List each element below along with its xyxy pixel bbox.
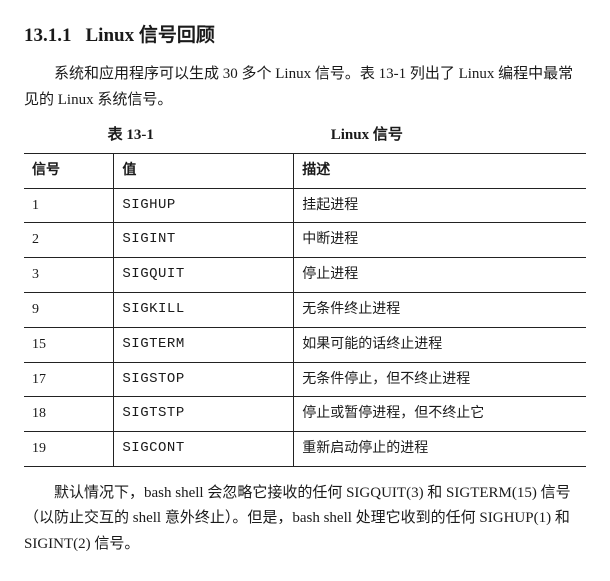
table-row: 17SIGSTOP无条件停止，但不终止进程 bbox=[24, 362, 586, 397]
signals-table: 信号 值 描述 1SIGHUP挂起进程2SIGINT中断进程3SIGQUIT停止… bbox=[24, 153, 586, 467]
section-heading: 13.1.1 Linux 信号回顾 bbox=[24, 20, 586, 52]
table-caption: 表 13-1 Linux 信号 bbox=[24, 123, 586, 149]
cell-signal: 1 bbox=[24, 188, 114, 223]
cell-desc: 停止进程 bbox=[294, 258, 586, 293]
table-header-row: 信号 值 描述 bbox=[24, 153, 586, 188]
cell-desc: 挂起进程 bbox=[294, 188, 586, 223]
table-row: 18SIGTSTP停止或暂停进程，但不终止它 bbox=[24, 397, 586, 432]
table-row: 15SIGTERM如果可能的话终止进程 bbox=[24, 327, 586, 362]
cell-signal: 19 bbox=[24, 432, 114, 467]
section-title: Linux 信号回顾 bbox=[86, 25, 215, 46]
cell-value: SIGCONT bbox=[114, 432, 294, 467]
cell-desc: 如果可能的话终止进程 bbox=[294, 327, 586, 362]
cell-value: SIGTSTP bbox=[114, 397, 294, 432]
table-caption-title: Linux 信号 bbox=[238, 123, 497, 149]
section-number: 13.1.1 bbox=[24, 25, 72, 46]
cell-desc: 无条件停止，但不终止进程 bbox=[294, 362, 586, 397]
cell-signal: 3 bbox=[24, 258, 114, 293]
cell-value: SIGTERM bbox=[114, 327, 294, 362]
cell-signal: 18 bbox=[24, 397, 114, 432]
cell-signal: 17 bbox=[24, 362, 114, 397]
cell-value: SIGKILL bbox=[114, 292, 294, 327]
cell-value: SIGSTOP bbox=[114, 362, 294, 397]
col-header-desc: 描述 bbox=[294, 153, 586, 188]
col-header-signal: 信号 bbox=[24, 153, 114, 188]
table-row: 9SIGKILL无条件终止进程 bbox=[24, 292, 586, 327]
cell-value: SIGQUIT bbox=[114, 258, 294, 293]
cell-signal: 9 bbox=[24, 292, 114, 327]
cell-desc: 停止或暂停进程，但不终止它 bbox=[294, 397, 586, 432]
cell-desc: 重新启动停止的进程 bbox=[294, 432, 586, 467]
table-row: 19SIGCONT重新启动停止的进程 bbox=[24, 432, 586, 467]
outro-paragraph: 默认情况下，bash shell 会忽略它接收的任何 SIGQUIT(3) 和 … bbox=[24, 481, 586, 558]
cell-value: SIGHUP bbox=[114, 188, 294, 223]
table-row: 2SIGINT中断进程 bbox=[24, 223, 586, 258]
cell-signal: 2 bbox=[24, 223, 114, 258]
cell-value: SIGINT bbox=[114, 223, 294, 258]
col-header-value: 值 bbox=[114, 153, 294, 188]
intro-paragraph: 系统和应用程序可以生成 30 多个 Linux 信号。表 13-1 列出了 Li… bbox=[24, 62, 586, 113]
table-caption-number: 表 13-1 bbox=[24, 123, 238, 149]
cell-signal: 15 bbox=[24, 327, 114, 362]
cell-desc: 中断进程 bbox=[294, 223, 586, 258]
table-row: 1SIGHUP挂起进程 bbox=[24, 188, 586, 223]
cell-desc: 无条件终止进程 bbox=[294, 292, 586, 327]
table-row: 3SIGQUIT停止进程 bbox=[24, 258, 586, 293]
